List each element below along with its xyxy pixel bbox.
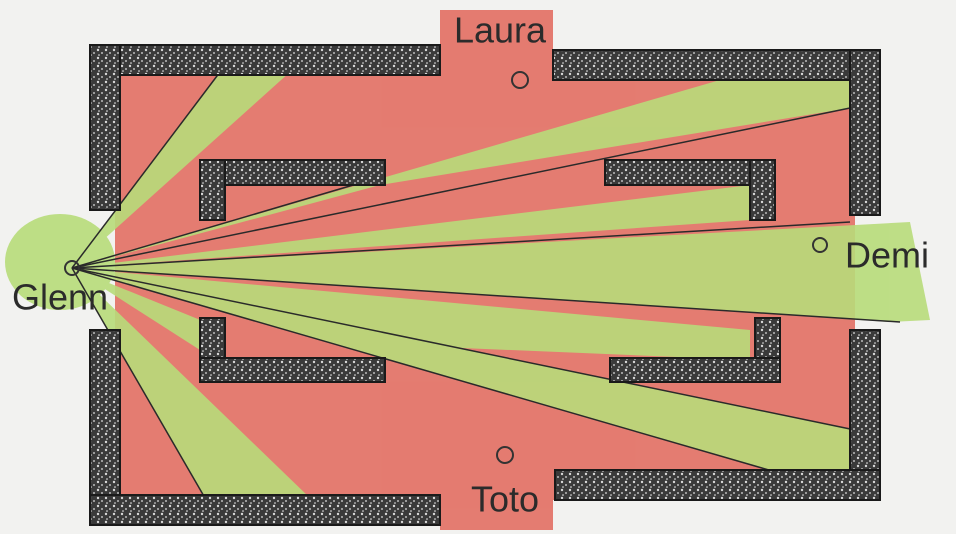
diagram: Laura Demi Glenn Toto bbox=[0, 0, 956, 534]
label-demi: Demi bbox=[845, 235, 929, 276]
label-laura: Laura bbox=[454, 10, 547, 51]
label-toto: Toto bbox=[471, 479, 539, 520]
label-glenn: Glenn bbox=[12, 277, 108, 318]
